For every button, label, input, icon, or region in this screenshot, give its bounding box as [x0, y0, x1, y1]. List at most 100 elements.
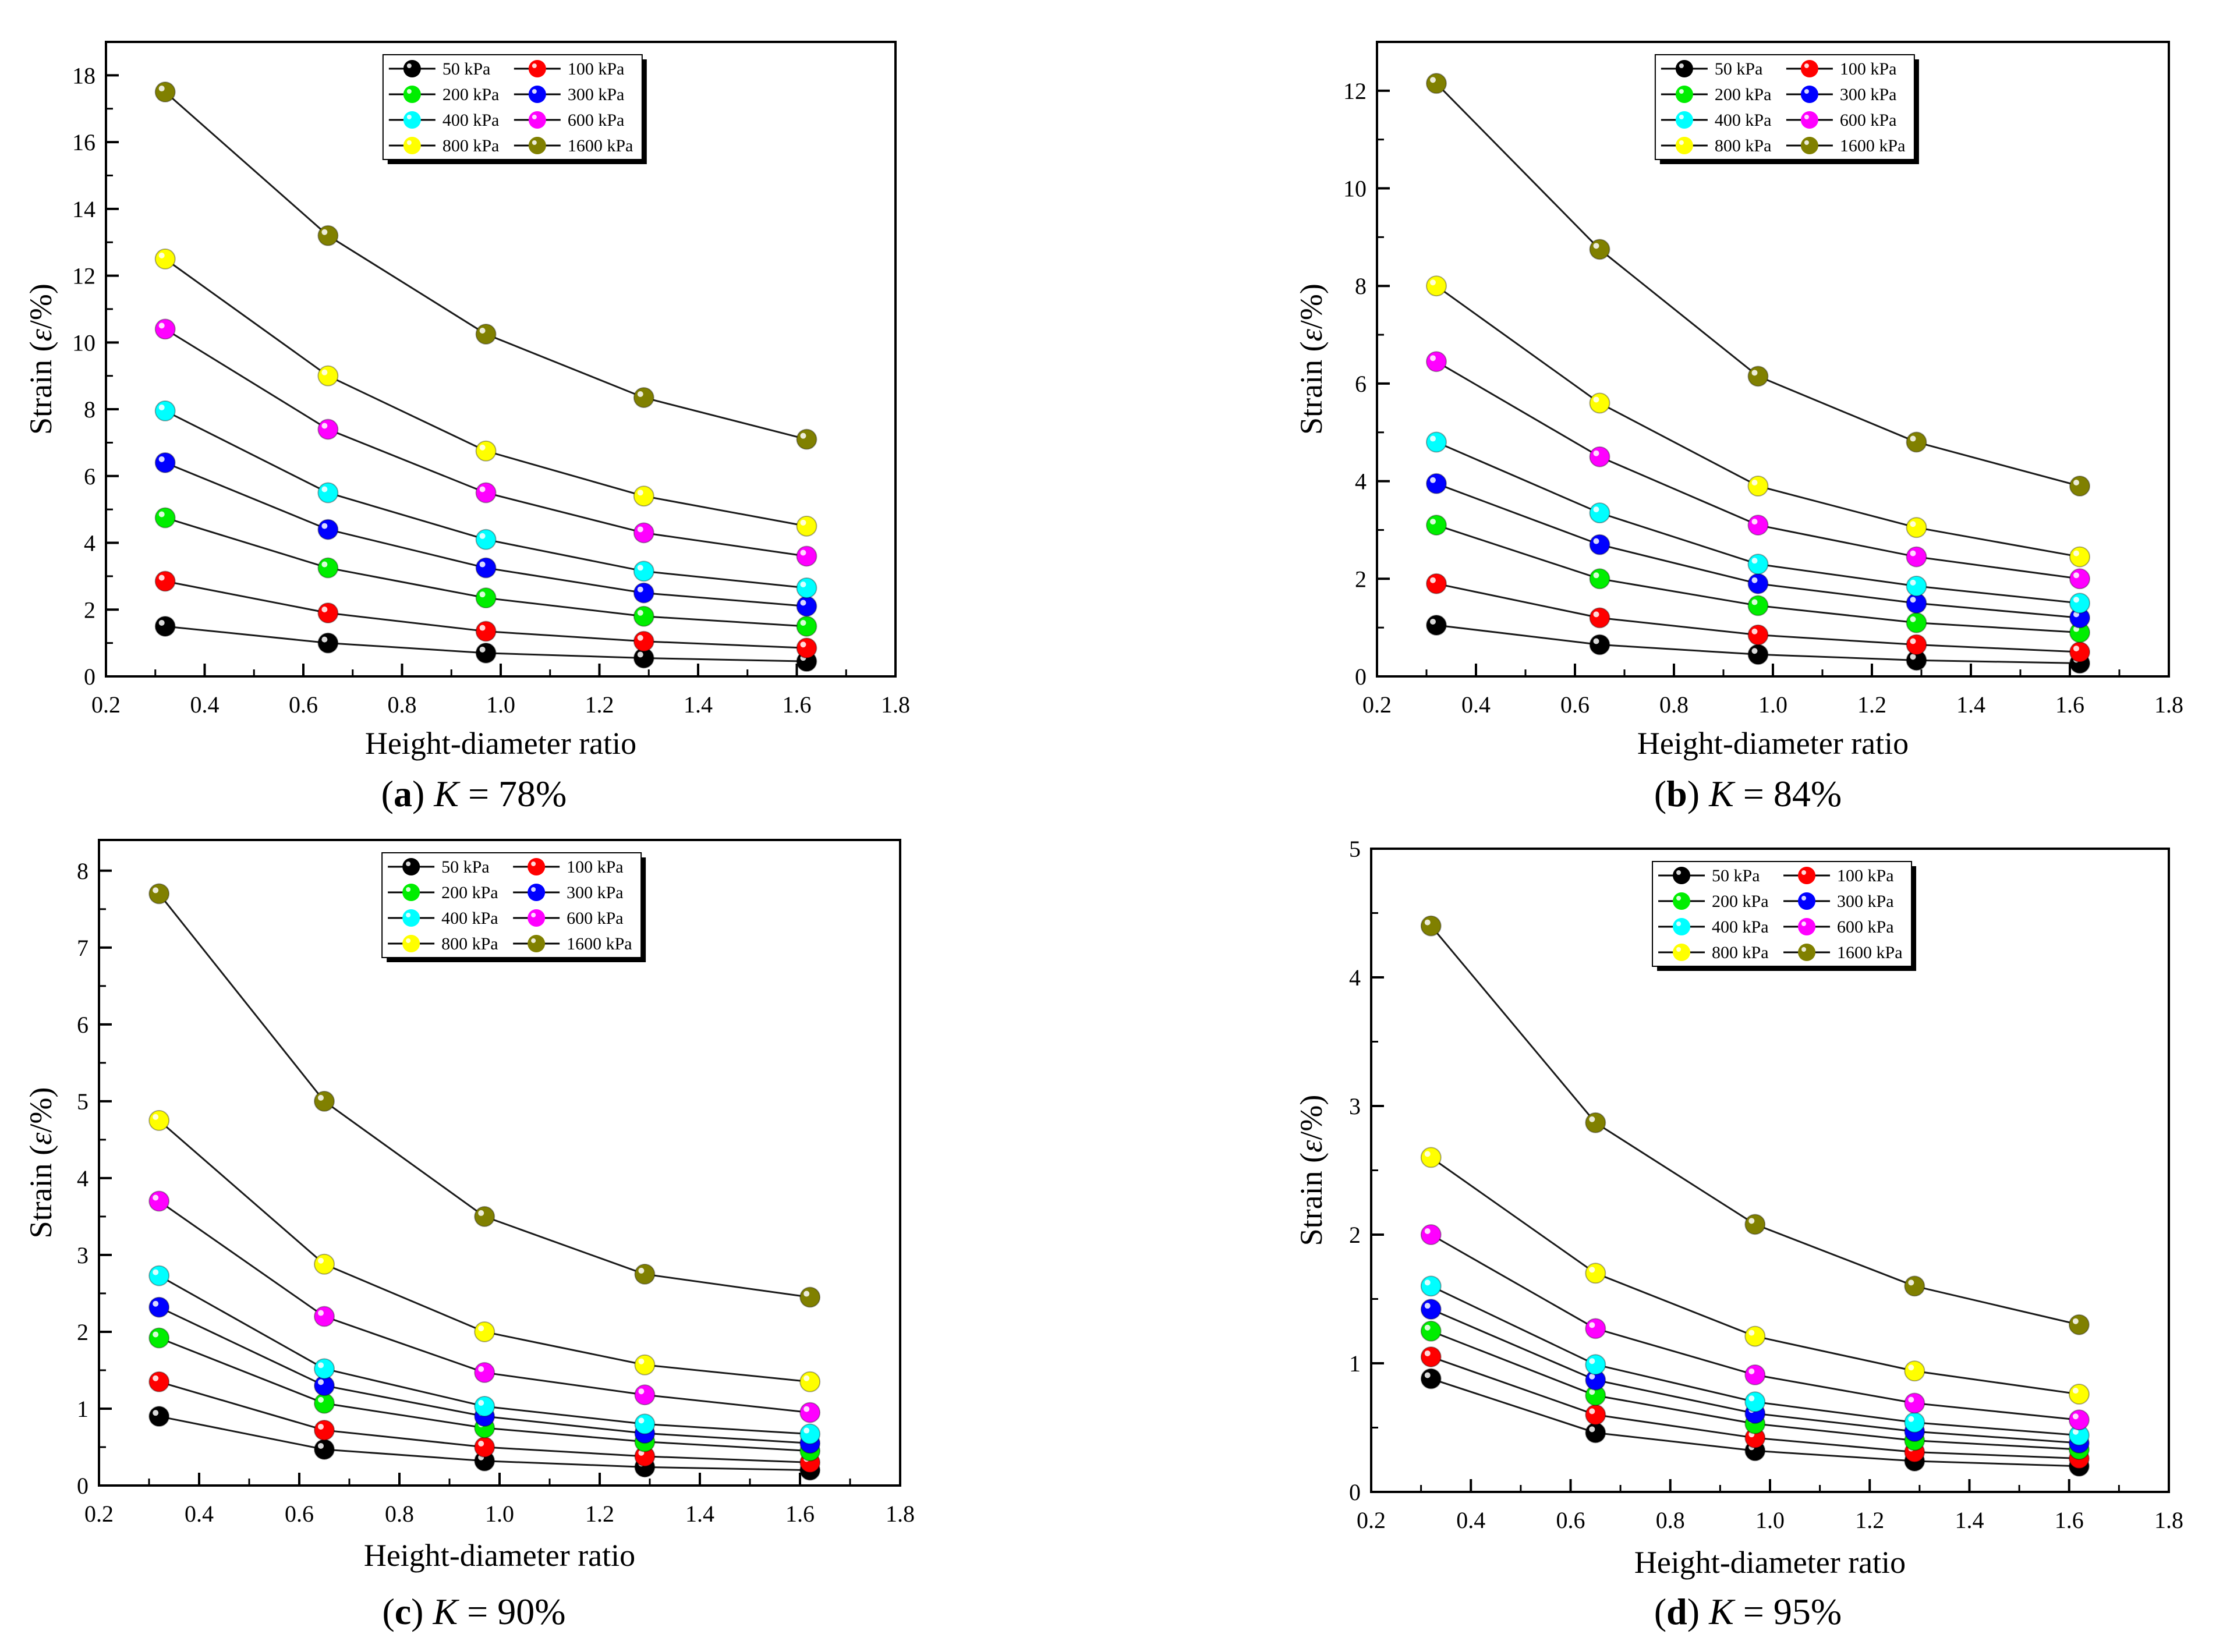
y-tick-label: 5	[1349, 836, 1361, 862]
panel-caption: (a) K = 78%	[381, 773, 567, 814]
y-tick-label: 6	[77, 1012, 89, 1038]
y-tick-label: 3	[1349, 1093, 1361, 1119]
data-point	[1585, 1318, 1606, 1339]
data-point-highlight	[318, 1379, 324, 1385]
data-point-highlight	[1424, 1303, 1431, 1309]
data-point	[148, 1265, 170, 1286]
legend-label: 50 kPa	[441, 857, 490, 877]
legend-label: 300 kPa	[568, 85, 625, 104]
legend-marker-highlight	[531, 913, 536, 917]
legend-marker-highlight	[406, 89, 412, 94]
legend-marker-highlight	[1801, 921, 1807, 926]
legend-label: 100 kPa	[568, 59, 625, 79]
data-point-highlight	[478, 1400, 484, 1406]
legend-marker	[528, 137, 546, 154]
data-point	[475, 621, 497, 642]
data-point-highlight	[638, 1388, 645, 1395]
legend-marker	[528, 60, 546, 77]
legend-label: 1600 kPa	[1840, 136, 1906, 155]
data-point	[1426, 351, 1447, 373]
data-point	[2069, 546, 2090, 568]
x-tick-label: 1.8	[2154, 1507, 2183, 1533]
data-point-highlight	[158, 511, 165, 517]
data-point-highlight	[637, 586, 643, 593]
data-point-highlight	[1430, 519, 1436, 525]
data-point-highlight	[2073, 597, 2079, 603]
data-point	[1589, 568, 1610, 590]
x-axis-label: Height-diameter ratio	[364, 1538, 635, 1573]
data-point-highlight	[1589, 1322, 1595, 1328]
data-point	[1747, 476, 1769, 497]
data-point-highlight	[1430, 355, 1436, 361]
data-point-highlight	[321, 229, 328, 235]
data-point-highlight	[1751, 648, 1758, 654]
x-tick-label: 1.0	[1758, 692, 1787, 718]
data-point-highlight	[1748, 1330, 1755, 1336]
data-point	[148, 1371, 170, 1392]
data-point	[154, 615, 176, 637]
panel-caption: (b) K = 84%	[1654, 773, 1842, 814]
data-point-highlight	[479, 646, 486, 653]
data-point-highlight	[321, 523, 328, 529]
x-tick-label: 1.8	[886, 1501, 915, 1527]
x-tick-label: 1.4	[1956, 692, 1985, 718]
data-point	[474, 1321, 495, 1342]
x-tick-label: 1.8	[881, 692, 910, 718]
y-tick-label: 0	[84, 664, 95, 690]
data-point	[148, 1190, 170, 1212]
y-axis-label: Strain (ε/%)	[1294, 1095, 1329, 1246]
data-point	[154, 507, 176, 529]
y-tick-label: 18	[72, 62, 95, 88]
data-point	[796, 577, 817, 598]
data-point-highlight	[637, 651, 643, 658]
data-point-highlight	[1593, 538, 1599, 544]
data-point	[1744, 1364, 1766, 1385]
data-point	[314, 1438, 335, 1460]
legend-label: 600 kPa	[568, 111, 625, 130]
data-point-highlight	[479, 486, 486, 492]
x-tick-label: 1.8	[2154, 692, 2183, 718]
legend-marker	[1798, 944, 1816, 961]
data-point-highlight	[800, 550, 806, 556]
data-point	[796, 515, 817, 537]
data-point	[634, 1263, 656, 1285]
data-point-highlight	[638, 1267, 645, 1274]
x-tick-label: 0.4	[1461, 692, 1491, 718]
legend-marker-highlight	[1801, 947, 1807, 952]
data-point	[796, 615, 817, 637]
data-point	[317, 419, 339, 440]
y-tick-label: 4	[77, 1165, 89, 1192]
legend-marker	[528, 909, 546, 927]
data-point	[633, 630, 654, 652]
data-point-highlight	[321, 423, 328, 429]
data-point-highlight	[803, 1427, 810, 1434]
y-tick-label: 8	[1355, 273, 1367, 299]
data-point-highlight	[479, 561, 486, 568]
legend-marker-highlight	[406, 913, 411, 917]
data-point-highlight	[2073, 646, 2079, 652]
x-tick-label: 0.8	[388, 692, 417, 718]
x-tick-label: 1.6	[785, 1501, 815, 1527]
data-point	[148, 1296, 170, 1318]
data-point-highlight	[318, 1442, 324, 1449]
legend-box	[1654, 54, 1915, 160]
data-point	[1585, 1263, 1606, 1284]
data-point	[633, 605, 654, 627]
data-point	[317, 482, 339, 504]
data-point-highlight	[1424, 1350, 1431, 1356]
data-point	[634, 1384, 656, 1406]
data-point	[1906, 517, 1927, 538]
data-point-highlight	[1748, 1395, 1755, 1402]
data-point	[1585, 1422, 1606, 1444]
data-point-highlight	[1908, 1416, 1914, 1422]
data-point	[314, 1419, 335, 1441]
data-point	[1420, 1320, 1442, 1342]
y-tick-label: 6	[84, 463, 95, 490]
series-line	[1436, 360, 2080, 580]
x-tick-label: 1.4	[685, 1501, 714, 1527]
x-tick-label: 1.2	[585, 1501, 614, 1527]
data-point	[1747, 624, 1769, 646]
data-point-highlight	[153, 1375, 159, 1381]
data-point-highlight	[158, 322, 165, 329]
x-tick-label: 0.8	[1656, 1507, 1685, 1533]
